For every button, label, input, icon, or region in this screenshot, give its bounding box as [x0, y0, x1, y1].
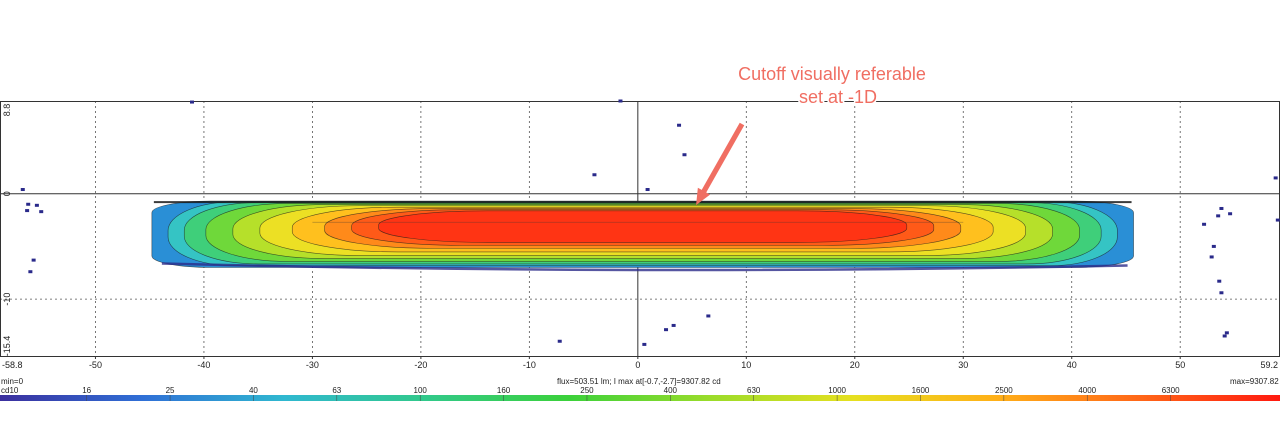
stray-point	[592, 173, 597, 177]
cutoff-edge	[153, 201, 1132, 204]
min-value-label: min=0	[1, 377, 24, 386]
stray-point	[1273, 176, 1278, 180]
y-max-label: 8.8	[2, 104, 12, 117]
x-tick-label: -10	[523, 360, 536, 370]
stray-point	[34, 203, 39, 207]
stray-point	[1222, 334, 1227, 338]
x-tick-label: 40	[1067, 360, 1077, 370]
stray-point	[618, 99, 623, 103]
x-tick-label: -20	[414, 360, 427, 370]
stray-point	[642, 342, 647, 346]
stray-point	[1216, 214, 1221, 218]
stray-point	[31, 258, 36, 262]
stray-point	[1217, 279, 1222, 283]
x-tick-label: 30	[958, 360, 968, 370]
annotation-line-1: Cutoff visually referable	[738, 64, 926, 84]
scale-tick-label: 40	[249, 386, 258, 395]
x-tick-label: 10	[741, 360, 751, 370]
x-tick-label: 50	[1175, 360, 1185, 370]
scale-tick-label: 400	[664, 386, 678, 395]
scale-tick-label: 6300	[1162, 386, 1180, 395]
x-min-label: -58.8	[2, 360, 23, 370]
scale-tick-label: 25	[166, 386, 175, 395]
stray-point	[664, 328, 669, 332]
scale-tick-label: 250	[580, 386, 594, 395]
scale-unit-label: cd10	[1, 386, 19, 395]
x-tick-label: -50	[89, 360, 102, 370]
stray-point	[20, 188, 25, 192]
annotation-line-2: set at -1D	[799, 87, 877, 107]
color-scale-gradient	[0, 395, 1280, 401]
stray-point	[706, 314, 711, 318]
scale-tick-label: 1600	[912, 386, 930, 395]
annotation-arrow	[696, 122, 745, 206]
stray-point	[1209, 255, 1214, 259]
contour-band	[378, 210, 908, 243]
scale-tick-label: 100	[414, 386, 428, 395]
x-tick-label: 0	[635, 360, 640, 370]
axis-ticks: -50 -40 -30 -20 -10 0 10 20 30 40 50 -58.8 59.2 8.8 0 -…	[2, 104, 1278, 370]
stray-point	[28, 270, 33, 274]
scale-tick-label: 4000	[1078, 386, 1096, 395]
scale-tick-label: 63	[332, 386, 341, 395]
scale-tick-label: 2500	[995, 386, 1013, 395]
stray-point	[1219, 206, 1224, 210]
stray-point	[1219, 291, 1224, 295]
stray-point	[1228, 212, 1233, 216]
scale-tick-label: 630	[747, 386, 761, 395]
stray-point	[1275, 218, 1280, 222]
x-tick-label: 20	[850, 360, 860, 370]
scale-tick-label: 1000	[828, 386, 846, 395]
x-tick-label: -30	[306, 360, 319, 370]
stray-point	[1211, 244, 1216, 248]
x-tick-label: -40	[197, 360, 210, 370]
flux-info-label: flux=503.51 lm; I max at[-0.7,-2.7]=9307…	[557, 377, 721, 386]
beam-pattern	[151, 200, 1134, 272]
y-tick-label: -10	[2, 293, 12, 306]
stray-point	[25, 209, 30, 213]
stray-point	[39, 210, 44, 214]
stray-point	[1224, 331, 1229, 335]
stray-point	[645, 188, 650, 192]
max-value-label: max=9307.82	[1230, 377, 1279, 386]
cutoff-annotation: Cutoff visually referable set at -1D	[696, 63, 927, 206]
stray-point	[557, 339, 562, 343]
stray-point	[682, 153, 687, 157]
x-max-label: 59.2	[1260, 360, 1278, 370]
beam-bottom-fringe	[161, 262, 1128, 272]
stray-point	[190, 100, 194, 104]
scale-tick-label: 16	[82, 386, 91, 395]
stray-point	[26, 202, 31, 206]
stray-point	[671, 323, 676, 327]
stray-point	[677, 123, 682, 127]
y-tick-label: 0	[2, 191, 12, 196]
color-scale-bar: cd10 16 25 40 63 100 160 250 400 630 1000 1600 2500 4…	[0, 386, 1280, 401]
y-min-label: -15.4	[2, 336, 12, 357]
scale-tick-label: 160	[497, 386, 511, 395]
stray-points	[20, 99, 1280, 346]
stray-point	[1202, 222, 1207, 226]
